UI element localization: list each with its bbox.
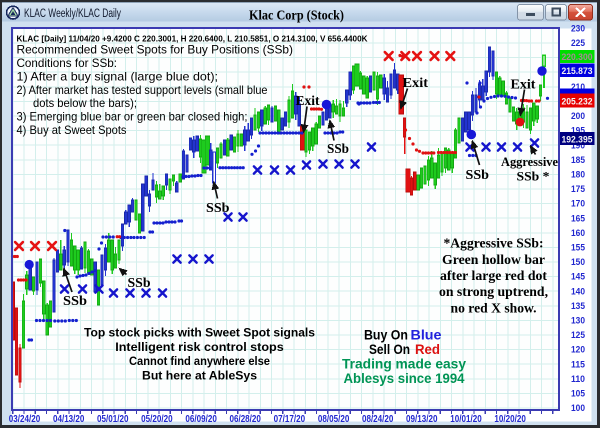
svg-text:Exit: Exit xyxy=(511,76,537,91)
svg-text:120: 120 xyxy=(571,345,585,355)
svg-text:Green hollow bar: Green hollow bar xyxy=(442,253,545,268)
svg-text:3) Emerging blue bar or green: 3) Emerging blue bar or green bar closed… xyxy=(17,111,248,124)
svg-text:SSb: SSb xyxy=(206,200,230,215)
svg-text:10/01/20: 10/01/20 xyxy=(450,414,482,425)
svg-text:Top stock picks with Sweet Spo: Top stock picks with Sweet Spot signals xyxy=(84,326,315,340)
svg-text:192.395: 192.395 xyxy=(562,134,594,145)
svg-text:09/13/20: 09/13/20 xyxy=(406,414,438,425)
svg-text:160: 160 xyxy=(571,228,585,238)
svg-text:07/17/20: 07/17/20 xyxy=(274,414,306,425)
svg-text:210: 210 xyxy=(571,82,585,92)
svg-text:Trading made easy: Trading made easy xyxy=(342,357,466,372)
svg-text:But here at AbleSys: But here at AbleSys xyxy=(142,368,257,382)
svg-text:05/20/20: 05/20/20 xyxy=(141,414,173,425)
svg-text:Cannot find anywhere else: Cannot find anywhere else xyxy=(129,354,270,368)
svg-text:135: 135 xyxy=(571,301,585,311)
svg-text:170: 170 xyxy=(571,199,585,209)
svg-text:Exit: Exit xyxy=(403,75,429,90)
svg-text:06/28/20: 06/28/20 xyxy=(229,414,261,425)
svg-text:150: 150 xyxy=(571,257,585,267)
svg-text:145: 145 xyxy=(571,272,585,282)
svg-text:Klac Corp (Stock): Klac Corp (Stock) xyxy=(249,8,344,23)
svg-text:140: 140 xyxy=(571,286,585,296)
svg-text:KLAC [Daily] 11/04/20 +9.4200: KLAC [Daily] 11/04/20 +9.4200 C 220.3001… xyxy=(17,34,369,44)
svg-text:225: 225 xyxy=(571,38,585,48)
svg-text:after large red dot: after large red dot xyxy=(440,269,547,284)
svg-text:4) Buy at Sweet Spots: 4) Buy at Sweet Spots xyxy=(17,124,127,137)
svg-text:195: 195 xyxy=(571,126,585,136)
svg-text:165: 165 xyxy=(571,213,585,223)
svg-text:Exit: Exit xyxy=(296,93,320,108)
svg-text:04/13/20: 04/13/20 xyxy=(53,414,85,425)
svg-text:no red X show.: no red X show. xyxy=(451,301,537,316)
svg-text:Blue: Blue xyxy=(411,327,442,342)
svg-text:10/20/20: 10/20/20 xyxy=(494,414,526,425)
svg-text:Recommended Sweet Spots for Bu: Recommended Sweet Spots for Buy Position… xyxy=(17,44,294,57)
svg-text:06/09/20: 06/09/20 xyxy=(185,414,217,425)
svg-text:SSb: SSb xyxy=(63,293,87,308)
svg-text:215.873: 215.873 xyxy=(562,66,593,77)
svg-text:180: 180 xyxy=(571,170,585,180)
svg-text:dots below the bars);: dots below the bars); xyxy=(33,97,137,110)
svg-text:175: 175 xyxy=(571,184,585,194)
svg-text:130: 130 xyxy=(571,316,585,326)
svg-text:200: 200 xyxy=(571,111,585,121)
svg-text:SSb: SSb xyxy=(466,167,490,182)
svg-text:KLAC Weekly/KLAC Daily: KLAC Weekly/KLAC Daily xyxy=(24,8,121,20)
svg-text:2) After market has tested sup: 2) After market has tested support level… xyxy=(17,84,268,97)
svg-text:185: 185 xyxy=(571,155,585,165)
svg-text:155: 155 xyxy=(571,243,585,253)
svg-text:on strong uptrend,: on strong uptrend, xyxy=(439,285,548,300)
svg-text:08/05/20: 08/05/20 xyxy=(318,414,350,425)
svg-text:Sell On: Sell On xyxy=(369,342,410,357)
svg-text:Ablesys since 1994: Ablesys since 1994 xyxy=(344,371,465,386)
svg-text:Conditions for SSb:: Conditions for SSb: xyxy=(17,57,118,70)
svg-text:SSb: SSb xyxy=(128,275,151,290)
svg-text:100: 100 xyxy=(571,403,585,413)
svg-text:SSb *: SSb * xyxy=(517,169,550,184)
svg-text:*Aggressive SSb:: *Aggressive SSb: xyxy=(444,237,544,252)
svg-text:125: 125 xyxy=(571,330,585,340)
svg-text:Buy On: Buy On xyxy=(364,327,408,342)
svg-text:08/24/20: 08/24/20 xyxy=(362,414,394,425)
svg-text:190: 190 xyxy=(571,140,585,150)
svg-text:SSb: SSb xyxy=(327,141,349,156)
svg-text:230: 230 xyxy=(571,24,585,34)
svg-text:Red: Red xyxy=(415,342,440,357)
svg-text:220.300: 220.300 xyxy=(562,52,593,63)
svg-text:205.232: 205.232 xyxy=(562,97,593,108)
svg-text:110: 110 xyxy=(571,374,585,384)
svg-text:05/01/20: 05/01/20 xyxy=(97,414,129,425)
svg-text:1) After a buy signal (large b: 1) After a buy signal (large blue dot); xyxy=(17,70,218,83)
svg-text:115: 115 xyxy=(571,359,585,369)
svg-text:Aggressive: Aggressive xyxy=(501,154,558,169)
svg-text:03/24/20: 03/24/20 xyxy=(9,414,41,425)
svg-text:Intelligent risk control stops: Intelligent risk control stops xyxy=(115,340,284,354)
svg-text:105: 105 xyxy=(571,389,585,399)
